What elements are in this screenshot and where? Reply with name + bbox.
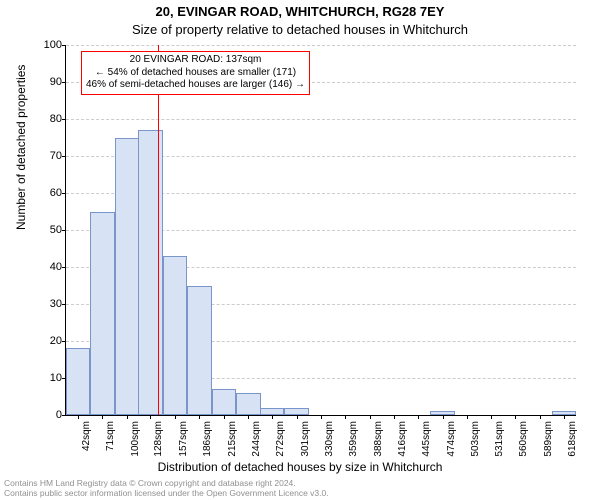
- x-tick-label: 215sqm: [227, 421, 238, 457]
- x-tick-mark: [394, 415, 395, 419]
- x-tick-mark: [150, 415, 151, 419]
- chart-title-sub: Size of property relative to detached ho…: [0, 22, 600, 37]
- annotation-line1: 20 EVINGAR ROAD: 137sqm: [86, 54, 305, 67]
- x-tick-label: 474sqm: [446, 421, 457, 457]
- x-tick-label: 128sqm: [153, 421, 164, 457]
- y-tick-mark: [62, 193, 66, 194]
- x-tick-label: 589sqm: [543, 421, 554, 457]
- x-tick-mark: [345, 415, 346, 419]
- y-tick-label: 70: [50, 150, 62, 162]
- x-tick-mark: [564, 415, 565, 419]
- x-tick-label: 560sqm: [518, 421, 529, 457]
- y-tick-mark: [62, 230, 66, 231]
- x-axis-label: Distribution of detached houses by size …: [0, 460, 600, 474]
- x-tick-mark: [540, 415, 541, 419]
- histogram-bar: [187, 286, 211, 416]
- y-tick-label: 20: [50, 335, 62, 347]
- x-tick-label: 330sqm: [324, 421, 335, 457]
- x-tick-label: 244sqm: [251, 421, 262, 457]
- x-tick-label: 618sqm: [567, 421, 578, 457]
- plot-area: 010203040506070809010042sqm71sqm100sqm12…: [65, 45, 576, 416]
- y-tick-mark: [62, 341, 66, 342]
- x-tick-label: 100sqm: [130, 421, 141, 457]
- reference-line: [158, 45, 159, 415]
- y-axis-label: Number of detached properties: [14, 65, 28, 230]
- y-tick-mark: [62, 45, 66, 46]
- gridline: [66, 45, 576, 46]
- y-tick-label: 50: [50, 224, 62, 236]
- x-tick-mark: [78, 415, 79, 419]
- x-tick-mark: [272, 415, 273, 419]
- x-tick-label: 531sqm: [494, 421, 505, 457]
- x-tick-label: 71sqm: [105, 421, 116, 451]
- y-tick-mark: [62, 415, 66, 416]
- y-tick-mark: [62, 156, 66, 157]
- x-tick-label: 359sqm: [348, 421, 359, 457]
- x-tick-label: 42sqm: [81, 421, 92, 451]
- histogram-bar: [66, 348, 90, 415]
- y-tick-mark: [62, 304, 66, 305]
- x-tick-mark: [224, 415, 225, 419]
- x-tick-mark: [370, 415, 371, 419]
- y-tick-label: 80: [50, 113, 62, 125]
- y-tick-mark: [62, 267, 66, 268]
- x-tick-mark: [418, 415, 419, 419]
- x-tick-mark: [102, 415, 103, 419]
- footer-line1: Contains HM Land Registry data © Crown c…: [4, 478, 329, 488]
- histogram-bar: [236, 393, 260, 415]
- x-tick-label: 157sqm: [178, 421, 189, 457]
- x-tick-label: 445sqm: [421, 421, 432, 457]
- x-tick-label: 388sqm: [373, 421, 384, 457]
- x-tick-mark: [175, 415, 176, 419]
- x-tick-label: 503sqm: [470, 421, 481, 457]
- histogram-bar: [212, 389, 236, 415]
- histogram-bar: [115, 138, 139, 416]
- y-tick-mark: [62, 119, 66, 120]
- chart-title-main: 20, EVINGAR ROAD, WHITCHURCH, RG28 7EY: [0, 4, 600, 19]
- x-tick-mark: [321, 415, 322, 419]
- y-tick-mark: [62, 82, 66, 83]
- y-tick-label: 10: [50, 372, 62, 384]
- annotation-box: 20 EVINGAR ROAD: 137sqm ← 54% of detache…: [81, 51, 310, 95]
- histogram-bar: [90, 212, 114, 416]
- x-tick-label: 301sqm: [300, 421, 311, 457]
- annotation-line2: ← 54% of detached houses are smaller (17…: [86, 67, 305, 80]
- annotation-line3: 46% of semi-detached houses are larger (…: [86, 79, 305, 92]
- y-tick-label: 90: [50, 76, 62, 88]
- x-tick-label: 186sqm: [202, 421, 213, 457]
- x-tick-mark: [515, 415, 516, 419]
- x-tick-label: 272sqm: [275, 421, 286, 457]
- x-tick-mark: [491, 415, 492, 419]
- histogram-bar: [260, 408, 284, 415]
- x-tick-label: 416sqm: [397, 421, 408, 457]
- x-tick-mark: [199, 415, 200, 419]
- y-tick-label: 40: [50, 261, 62, 273]
- gridline: [66, 119, 576, 120]
- histogram-bar: [284, 408, 308, 415]
- x-tick-mark: [248, 415, 249, 419]
- x-tick-mark: [467, 415, 468, 419]
- x-tick-mark: [127, 415, 128, 419]
- footer-line2: Contains public sector information licen…: [4, 488, 329, 498]
- x-tick-mark: [443, 415, 444, 419]
- y-tick-label: 60: [50, 187, 62, 199]
- x-tick-mark: [297, 415, 298, 419]
- histogram-bar: [163, 256, 187, 415]
- footer-attribution: Contains HM Land Registry data © Crown c…: [4, 478, 329, 498]
- y-tick-label: 100: [44, 39, 62, 51]
- y-tick-label: 30: [50, 298, 62, 310]
